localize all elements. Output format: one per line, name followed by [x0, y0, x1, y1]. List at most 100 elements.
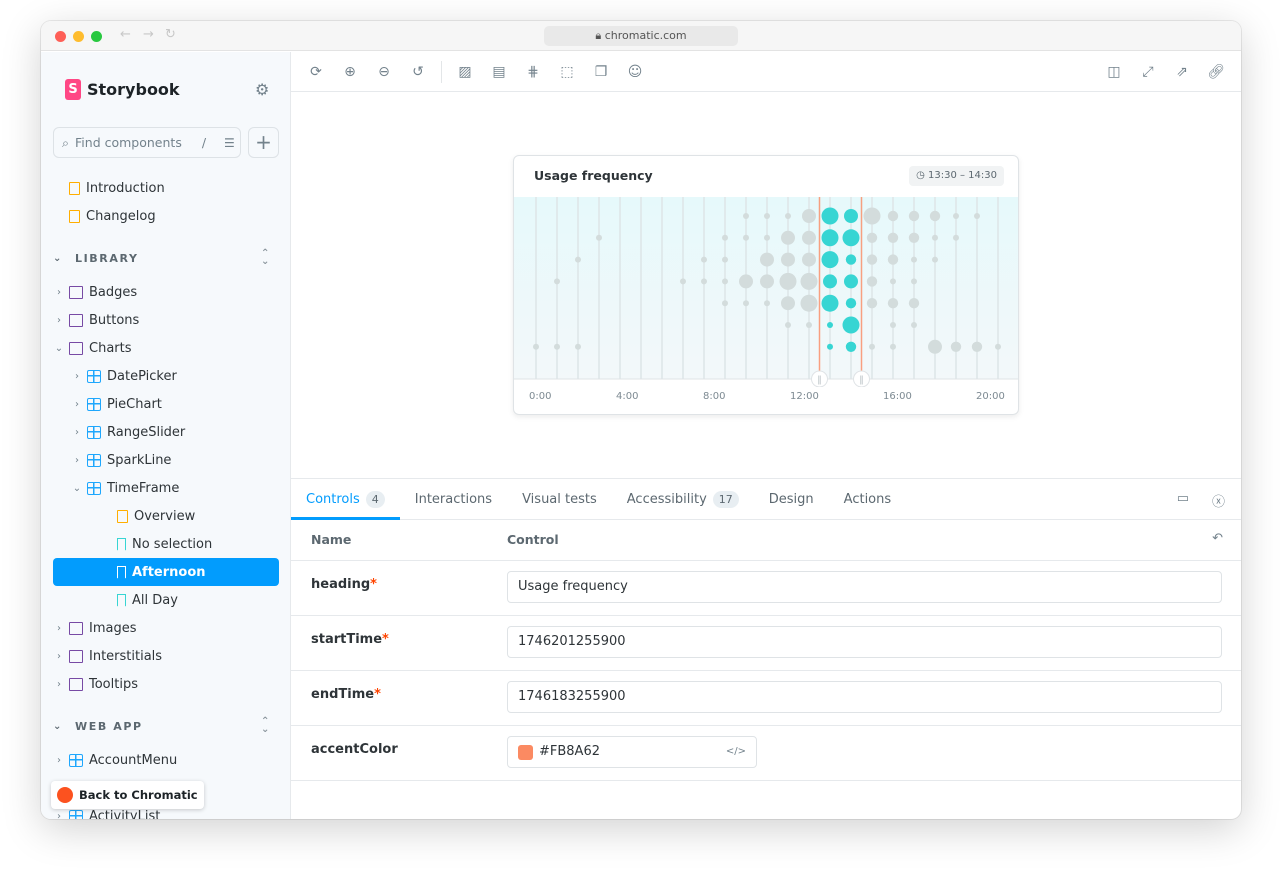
remount-icon[interactable]: ⟳	[310, 63, 322, 80]
usage-chart[interactable]: ‖ ‖	[514, 197, 1019, 387]
section-web-app[interactable]: ⌄ WEB APP ⌃ ⌄	[53, 712, 279, 740]
chart-title: Usage frequency	[534, 168, 653, 183]
sidebar-toggle-icon[interactable]: ◫	[1107, 63, 1121, 80]
viewport-icon[interactable]: ▤	[492, 63, 506, 80]
reload-icon[interactable]: ↻	[165, 27, 176, 42]
minimize-window-button[interactable]	[73, 31, 84, 42]
close-panel-icon[interactable]: ⓧ	[1211, 495, 1225, 510]
sidebar-item-badges[interactable]: › Badges	[53, 278, 279, 306]
sidebar-item-no-selection[interactable]: No selection	[53, 530, 279, 558]
sidebar-item-tooltips[interactable]: › Tooltips	[53, 670, 279, 698]
add-button[interactable]: +	[248, 127, 279, 158]
sidebar-item-charts[interactable]: ⌄ Charts	[53, 334, 279, 362]
reset-icon[interactable]: ↶	[1212, 531, 1223, 546]
sidebar-item-changelog[interactable]: Changelog	[53, 202, 279, 230]
sidebar-item-images[interactable]: › Images	[53, 614, 279, 642]
timeframe-card: Usage frequency ◷ 13:30 – 14:30 ‖ ‖ 0:00 4…	[513, 155, 1019, 415]
panel-position-icon[interactable]: ▭	[1176, 491, 1189, 506]
chevron-right-icon[interactable]: ›	[75, 398, 79, 410]
sidebar-item-interstitials[interactable]: › Interstitials	[53, 642, 279, 670]
startTime-field[interactable]: 1746201255900	[507, 626, 1222, 658]
accessibility-icon[interactable]: ☺	[627, 63, 643, 80]
component-icon	[69, 809, 83, 819]
heading-field[interactable]: Usage frequency	[507, 571, 1222, 603]
data-dot	[575, 256, 581, 263]
chevron-down-icon[interactable]: ⌄	[54, 342, 64, 354]
chevron-right-icon[interactable]: ›	[75, 454, 79, 466]
fullscreen-icon[interactable]: ⤢	[1142, 63, 1154, 80]
chevron-right-icon[interactable]: ›	[57, 622, 61, 634]
chevron-right-icon[interactable]: ›	[57, 678, 61, 690]
section-library[interactable]: ⌄ LIBRARY ⌃ ⌄	[53, 244, 279, 272]
gear-icon[interactable]: ⚙	[255, 80, 270, 99]
folder-icon	[69, 621, 83, 635]
required-icon: *	[382, 632, 389, 647]
sidebar-item-buttons[interactable]: › Buttons	[53, 306, 279, 334]
data-dot	[995, 343, 1001, 350]
storybook-logo[interactable]: S Storybook	[65, 79, 180, 100]
background-icon[interactable]: ▨	[458, 63, 472, 80]
endTime-field[interactable]: 1746183255900	[507, 681, 1222, 713]
outline-icon[interactable]: ⬚	[560, 63, 574, 80]
sidebar-item-timeframe[interactable]: ⌄ TimeFrame	[53, 474, 279, 502]
sidebar-item-accountmenu[interactable]: › AccountMenu	[53, 746, 279, 774]
range-handle[interactable]	[853, 370, 870, 387]
component-icon	[87, 397, 101, 411]
sidebar-item-introduction[interactable]: Introduction	[53, 174, 279, 202]
data-dot	[890, 322, 896, 328]
browser-window: ← → ↻ 🔒︎ chromatic.com S Storybook ⚙ ⌕ Fin…	[41, 21, 1241, 819]
sidebar-item-piechart[interactable]: › PieChart	[53, 390, 279, 418]
chevron-down-icon[interactable]: ⌄	[72, 482, 82, 494]
zoom-reset-icon[interactable]: ↺	[412, 63, 424, 80]
chevron-right-icon[interactable]: ›	[57, 314, 61, 326]
chevron-right-icon[interactable]: ›	[75, 426, 79, 438]
zoom-out-icon[interactable]: ⊖	[378, 63, 390, 80]
color-picker[interactable]: #FB8A62 </>	[507, 736, 757, 768]
code-icon[interactable]: </>	[725, 746, 746, 757]
chevron-right-icon[interactable]: ›	[57, 810, 61, 820]
sidebar-item-overview[interactable]: Overview	[53, 502, 279, 530]
data-dot	[800, 272, 818, 290]
data-dot	[887, 254, 899, 265]
data-dot	[932, 234, 938, 241]
range-handle[interactable]	[811, 370, 828, 387]
close-window-button[interactable]	[55, 31, 66, 42]
tab-visual-tests[interactable]: Visual tests	[507, 479, 612, 520]
grip-icon: ‖	[817, 376, 822, 386]
data-dot	[845, 298, 857, 309]
tab-controls[interactable]: Controls 4	[291, 479, 400, 520]
arrow-left-icon[interactable]: ←	[120, 27, 131, 42]
address-bar[interactable]: 🔒︎ chromatic.com	[544, 26, 738, 46]
measure-icon[interactable]: ❐	[594, 63, 608, 80]
tab-interactions[interactable]: Interactions	[400, 479, 507, 520]
maximize-window-button[interactable]	[91, 31, 102, 42]
grid-icon[interactable]: ⋕	[527, 63, 539, 80]
search-input[interactable]: ⌕ Find components / ☰	[53, 127, 241, 158]
arrow-right-icon[interactable]: →	[143, 27, 154, 42]
data-dot	[743, 213, 749, 219]
filter-icon[interactable]: ☰	[224, 135, 235, 150]
sidebar-item-activitylist[interactable]: › ActivityList	[53, 802, 279, 819]
chevron-right-icon[interactable]: ›	[57, 286, 61, 298]
sidebar-item-sparkline[interactable]: › SparkLine	[53, 446, 279, 474]
chevron-right-icon[interactable]: ›	[75, 370, 79, 382]
sidebar-item-all-day[interactable]: All Day	[53, 586, 279, 614]
back-to-chromatic-button[interactable]: Back to Chromatic	[51, 781, 204, 809]
zoom-in-icon[interactable]: ⊕	[344, 63, 356, 80]
expand-collapse-icon[interactable]: ⌃ ⌄	[261, 716, 271, 735]
tab-design[interactable]: Design	[754, 479, 829, 520]
expand-collapse-icon[interactable]: ⌃ ⌄	[261, 248, 271, 267]
tab-actions[interactable]: Actions	[829, 479, 907, 520]
color-swatch[interactable]	[518, 744, 533, 760]
tab-accessibility[interactable]: Accessibility 17	[612, 479, 754, 520]
sidebar-item-label: DatePicker	[107, 368, 177, 384]
sidebar-item-rangeslider[interactable]: › RangeSlider	[53, 418, 279, 446]
copy-link-icon[interactable]: 🔗︎	[1207, 63, 1225, 80]
data-dot	[779, 272, 797, 290]
chevron-right-icon[interactable]: ›	[57, 754, 61, 766]
sidebar-item-datepicker[interactable]: › DatePicker	[53, 362, 279, 390]
sidebar-item-afternoon[interactable]: Afternoon	[53, 558, 279, 586]
chevron-right-icon[interactable]: ›	[57, 650, 61, 662]
sidebar-item-label: Badges	[89, 284, 138, 300]
open-new-tab-icon[interactable]: ⇗	[1176, 63, 1188, 80]
